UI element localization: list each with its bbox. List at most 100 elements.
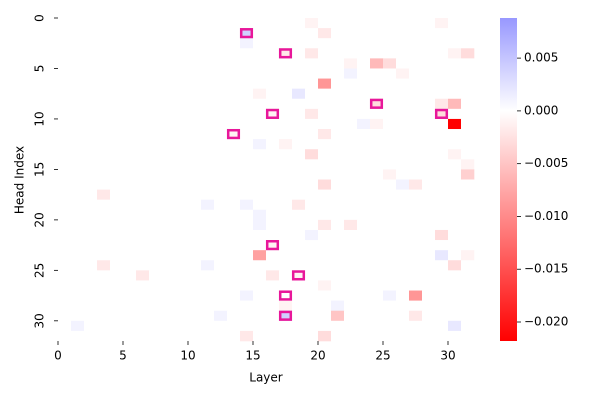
heatmap-cell [370, 118, 384, 130]
heatmap-cell [331, 48, 345, 59]
heatmap-cell [435, 330, 449, 342]
heatmap-cell [136, 270, 150, 281]
heatmap-cell [97, 199, 111, 211]
heatmap-cell [448, 78, 462, 89]
heatmap-cell [357, 98, 371, 110]
heatmap-cell [227, 229, 241, 241]
heatmap-cell [162, 219, 176, 231]
heatmap-cell [305, 78, 319, 89]
heatmap-cell [214, 219, 228, 231]
heatmap-cell [318, 260, 332, 271]
heatmap-cell [149, 28, 163, 39]
heatmap-cell [396, 209, 410, 221]
heatmap-cell [409, 159, 423, 170]
heatmap-cell [149, 48, 163, 59]
heatmap-cell [409, 270, 423, 281]
heatmap-cell [71, 320, 85, 332]
heatmap-cell [58, 320, 72, 332]
heatmap-cell [84, 169, 98, 180]
heatmap-cell [448, 159, 462, 170]
heatmap-cell [188, 179, 202, 190]
heatmap-cell [292, 209, 306, 221]
heatmap-cell [123, 88, 137, 100]
heatmap-cell [383, 78, 397, 89]
heatmap-cell [136, 209, 150, 221]
heatmap-cell [266, 68, 280, 79]
heatmap-cell [240, 78, 254, 89]
heatmap-cell [149, 98, 163, 110]
heatmap-cell [331, 179, 345, 190]
heatmap-cell [266, 290, 280, 301]
heatmap-cell [279, 310, 293, 322]
heatmap-cell [214, 108, 228, 120]
heatmap-cell [422, 149, 436, 160]
heatmap-cell [461, 250, 475, 261]
heatmap-cell [71, 118, 85, 130]
heatmap-cell [344, 179, 358, 190]
heatmap-cell [331, 270, 345, 281]
heatmap-cell [318, 129, 332, 140]
heatmap-cell [409, 320, 423, 332]
heatmap-cell [305, 179, 319, 190]
heatmap-cell [305, 270, 319, 281]
heatmap-cell [188, 260, 202, 271]
heatmap-cell [136, 300, 150, 312]
heatmap-cell [162, 270, 176, 281]
heatmap-cell [149, 330, 163, 342]
heatmap-cell [383, 159, 397, 170]
heatmap-cell [422, 199, 436, 211]
heatmap-cell [357, 88, 371, 100]
heatmap-cell [123, 98, 137, 110]
heatmap-cell [84, 139, 98, 150]
heatmap-cell [461, 28, 475, 39]
heatmap-cell [435, 250, 449, 261]
heatmap-cell [123, 240, 137, 251]
heatmap-cell [188, 159, 202, 170]
heatmap-cell [331, 78, 345, 89]
heatmap-cell [214, 240, 228, 251]
heatmap-cell [201, 219, 215, 231]
heatmap-cell [448, 240, 462, 251]
heatmap-cell [201, 300, 215, 312]
heatmap-cell [344, 310, 358, 322]
heatmap-cell [396, 260, 410, 271]
heatmap-cell [305, 108, 319, 120]
heatmap-cell [240, 270, 254, 281]
heatmap-cell [409, 139, 423, 150]
heatmap-cell [409, 48, 423, 59]
heatmap-cell [318, 290, 332, 301]
heatmap-cell [461, 300, 475, 312]
heatmap-cell [162, 28, 176, 39]
heatmap-cell [175, 38, 189, 49]
highlight-box [226, 128, 241, 140]
heatmap-cell [448, 28, 462, 39]
heatmap-cell [383, 18, 397, 29]
heatmap-cell [370, 108, 384, 120]
heatmap-cell [123, 290, 137, 301]
heatmap-cell [71, 270, 85, 281]
heatmap-cell [58, 68, 72, 79]
heatmap-cell [84, 240, 98, 251]
heatmap-cell [253, 229, 267, 241]
heatmap-cell [292, 28, 306, 39]
heatmap-cell [97, 58, 111, 69]
heatmap-cell [110, 88, 124, 100]
heatmap-cell [318, 219, 332, 231]
heatmap-cell [292, 290, 306, 301]
heatmap-cell [162, 310, 176, 322]
heatmap-cell [71, 330, 85, 342]
heatmap-cell [110, 68, 124, 79]
heatmap-cell [123, 159, 137, 170]
heatmap-cell [214, 169, 228, 180]
heatmap-cell [71, 48, 85, 59]
heatmap-cell [175, 98, 189, 110]
heatmap-cell [84, 68, 98, 79]
heatmap-cell [149, 280, 163, 291]
heatmap-cell [370, 48, 384, 59]
heatmap-cell [175, 169, 189, 180]
heatmap-cell [58, 199, 72, 211]
heatmap-cell [461, 159, 475, 170]
heatmap-cell [357, 280, 371, 291]
heatmap-cell [461, 209, 475, 221]
heatmap-cell [136, 199, 150, 211]
